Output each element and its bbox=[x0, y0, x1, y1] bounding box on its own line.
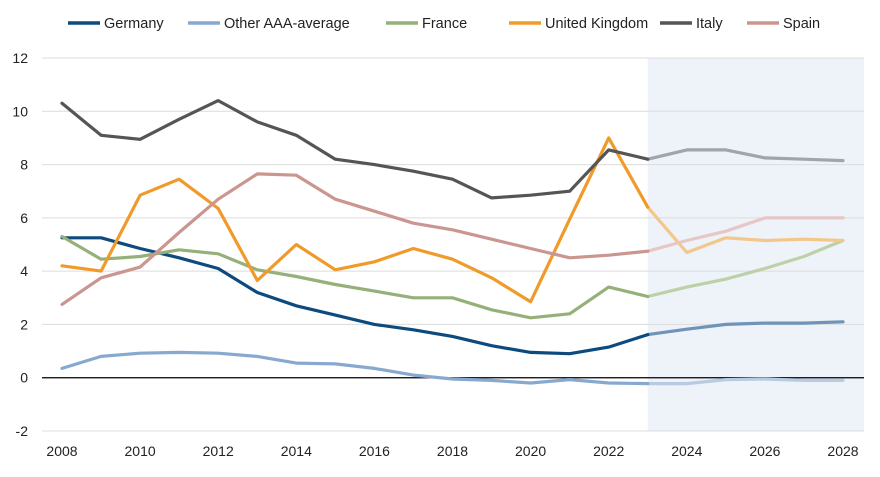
legend-item-france: France bbox=[386, 16, 467, 32]
series-line-united-kingdom-forecast bbox=[646, 205, 845, 255]
y-tick-label: -2 bbox=[16, 423, 29, 439]
y-tick-label: 12 bbox=[12, 50, 28, 66]
x-tick-label: 2028 bbox=[827, 443, 858, 459]
x-tick-label: 2024 bbox=[671, 443, 702, 459]
legend-label: United Kingdom bbox=[545, 16, 648, 32]
legend-item-italy: Italy bbox=[660, 16, 723, 32]
x-tick-label: 2014 bbox=[281, 443, 312, 459]
series-line-france bbox=[60, 234, 650, 320]
legend-label: Germany bbox=[104, 16, 164, 32]
series-line-spain bbox=[60, 172, 650, 306]
x-tick-label: 2026 bbox=[749, 443, 780, 459]
legend-item-other-aaa-average: Other AAA-average bbox=[188, 16, 350, 32]
y-tick-label: 6 bbox=[20, 210, 28, 226]
series-line-united-kingdom bbox=[60, 136, 650, 304]
series-line-other-aaa-average-forecast bbox=[646, 377, 845, 386]
y-tick-label: 2 bbox=[20, 316, 28, 332]
legend-item-spain: Spain bbox=[747, 16, 820, 32]
legend-item-united-kingdom: United Kingdom bbox=[509, 16, 648, 32]
series-line-italy bbox=[60, 98, 650, 200]
legend-item-germany: Germany bbox=[68, 16, 164, 32]
x-tick-label: 2016 bbox=[359, 443, 390, 459]
legend: Germany Other AAA-average France United Kin… bbox=[68, 16, 820, 32]
series-line-spain-forecast bbox=[646, 216, 845, 253]
series-line-other-aaa-average bbox=[60, 350, 650, 386]
x-tick-label: 2020 bbox=[515, 443, 546, 459]
legend-label: Italy bbox=[696, 16, 723, 32]
y-tick-label: 10 bbox=[12, 103, 28, 119]
y-tick-label: 0 bbox=[20, 370, 28, 386]
y-tick-label: 8 bbox=[20, 157, 28, 173]
grid bbox=[42, 57, 864, 432]
y-tick-label: 4 bbox=[20, 263, 28, 279]
legend-label: Spain bbox=[783, 16, 820, 32]
series-line-italy-forecast bbox=[646, 148, 845, 163]
legend-label: Other AAA-average bbox=[224, 16, 350, 32]
x-tick-label: 2008 bbox=[46, 443, 77, 459]
series-line-france-forecast bbox=[646, 238, 845, 299]
series-line-germany-forecast bbox=[646, 320, 845, 337]
legend-label: France bbox=[422, 16, 467, 32]
x-tick-label: 2012 bbox=[203, 443, 234, 459]
x-tick-label: 2010 bbox=[125, 443, 156, 459]
y-axis: -2 0 2 4 6 8 10 12 bbox=[12, 50, 28, 439]
x-tick-label: 2022 bbox=[593, 443, 624, 459]
x-axis: 2008 2010 2012 2014 2016 2018 2020 2022 2024 2026… bbox=[46, 443, 858, 459]
forecast-shading bbox=[647, 58, 864, 431]
series-lines bbox=[60, 98, 845, 386]
x-tick-label: 2018 bbox=[437, 443, 468, 459]
